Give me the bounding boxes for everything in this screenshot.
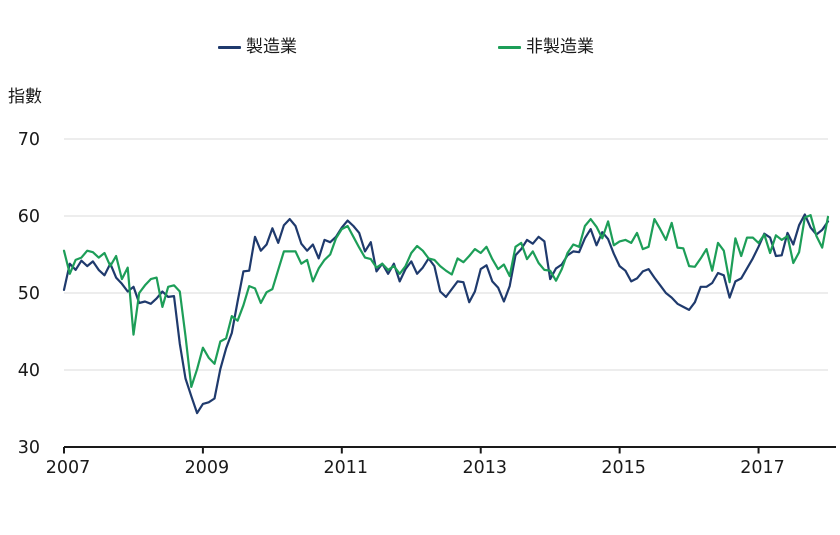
legend-label-nonmanufacturing: 非製造業 [526,37,594,57]
y-tick-label-30: 30 [18,438,40,458]
y-axis-title: 指數 [8,87,42,107]
x-tick-label-2011: 2011 [324,458,369,478]
x-tick-label-2009: 2009 [185,458,230,478]
x-tick-label-2017: 2017 [740,458,785,478]
legend-item-manufacturing: 製造業 [218,38,297,56]
y-tick-label-60: 60 [18,207,40,227]
x-tick-label-2013: 2013 [462,458,507,478]
nonmanufacturing-line-swatch [498,45,521,49]
y-tick-label-40: 40 [18,361,40,381]
y-tick-label-50: 50 [18,284,40,304]
x-tick-label-2007: 2007 [46,458,91,478]
x-tick-label-2015: 2015 [601,458,646,478]
manufacturing-line-swatch [218,45,241,49]
legend-item-nonmanufacturing: 非製造業 [498,38,594,56]
series-line-nonmanufacturing [62,214,830,388]
series-line-manufacturing [62,213,830,415]
legend-label-manufacturing: 製造業 [246,37,297,57]
y-tick-label-70: 70 [18,130,40,150]
